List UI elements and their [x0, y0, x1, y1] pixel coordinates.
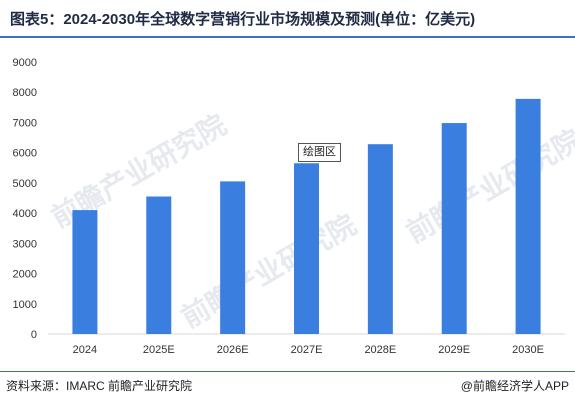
x-tick-label: 2026E: [217, 344, 249, 356]
y-tick-label: 4000: [13, 208, 37, 220]
bar-2024[interactable]: [72, 210, 98, 334]
bar-2029E[interactable]: [441, 123, 467, 334]
y-tick-label: 8000: [13, 87, 37, 99]
chart-title: 图表5：2024-2030年全球数字营销行业市场规模及预测(单位：亿美元): [10, 11, 476, 28]
footer-divider: [0, 371, 575, 372]
x-tick-label: 2024: [73, 344, 97, 356]
x-tick-label: 2028E: [364, 344, 396, 356]
plot-area-tooltip: 绘图区: [298, 143, 341, 162]
y-tick-label: 5000: [13, 178, 37, 190]
bar-2030E[interactable]: [515, 98, 541, 334]
y-tick-label: 0: [31, 329, 37, 341]
bars: [72, 98, 541, 334]
bar-2026E[interactable]: [220, 181, 246, 334]
y-tick-label: 3000: [13, 238, 37, 250]
title-divider: [0, 36, 575, 38]
bar-2025E[interactable]: [146, 196, 172, 334]
source-note: 资料来源：IMARC 前瞻产业研究院: [6, 379, 193, 393]
x-tick-label: 2025E: [143, 344, 175, 356]
y-tick-label: 2000: [13, 269, 37, 281]
y-tick-label: 6000: [13, 148, 37, 160]
x-axis-ticks: 2024 2025E 2026E 2027E 2028E 2029E 2030E: [73, 344, 544, 356]
y-tick-label: 7000: [13, 117, 37, 129]
x-tick-label: 2027E: [291, 344, 323, 356]
bar-chart: 0 1000 2000 3000 4000 5000 6000 7000 8000 9000 20…: [13, 57, 565, 356]
bar-2028E[interactable]: [367, 144, 393, 334]
x-tick-label: 2029E: [438, 344, 470, 356]
y-tick-label: 9000: [13, 57, 37, 69]
y-axis-ticks: 0 1000 2000 3000 4000 5000 6000 7000 8000 9000: [13, 57, 37, 341]
brand-credit: @前瞻经济学人APP: [460, 379, 569, 393]
x-tick-label: 2030E: [512, 344, 544, 356]
bar-2027E[interactable]: [294, 163, 319, 334]
y-tick-label: 1000: [13, 299, 37, 311]
